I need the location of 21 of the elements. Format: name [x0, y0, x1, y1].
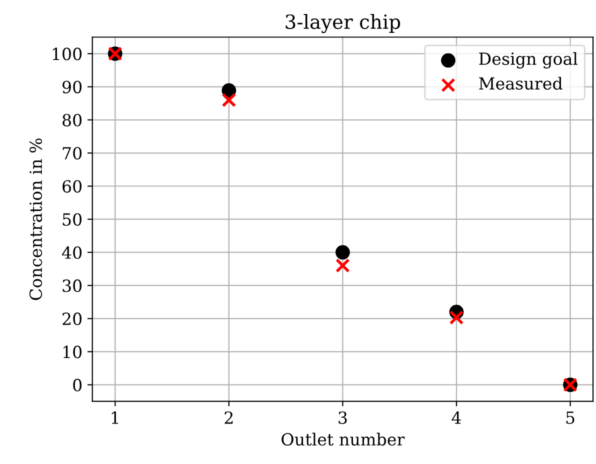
chart-title: 3-layer chip	[286, 14, 400, 34]
x-tick-label: 2	[224, 411, 233, 424]
y-tick-label: 40	[62, 246, 82, 259]
legend-label: Design goal	[479, 52, 578, 68]
y-tick-label: 100	[52, 48, 82, 60]
y-tick-label: 60	[62, 180, 82, 193]
y-tick-label: 80	[62, 114, 82, 126]
y-axis-title: Concentration in %	[29, 138, 42, 300]
y-tick-label: 0	[73, 378, 82, 392]
x-tick-label: 3	[338, 411, 347, 424]
x-axis-title: Outlet number	[282, 432, 405, 446]
y-tick-label: 10	[63, 346, 82, 358]
legend-label: Measured	[479, 76, 562, 90]
y-tick-label: 50	[62, 213, 82, 226]
x-tick-label: 5	[566, 412, 574, 424]
y-tick-label: 90	[62, 80, 82, 94]
y-tick-label: 30	[62, 279, 82, 292]
y-tick-label: 20	[62, 312, 82, 326]
x-tick-label: 4	[452, 411, 461, 424]
y-tick-label: 70	[62, 146, 82, 160]
x-tick-label: 1	[112, 411, 118, 424]
